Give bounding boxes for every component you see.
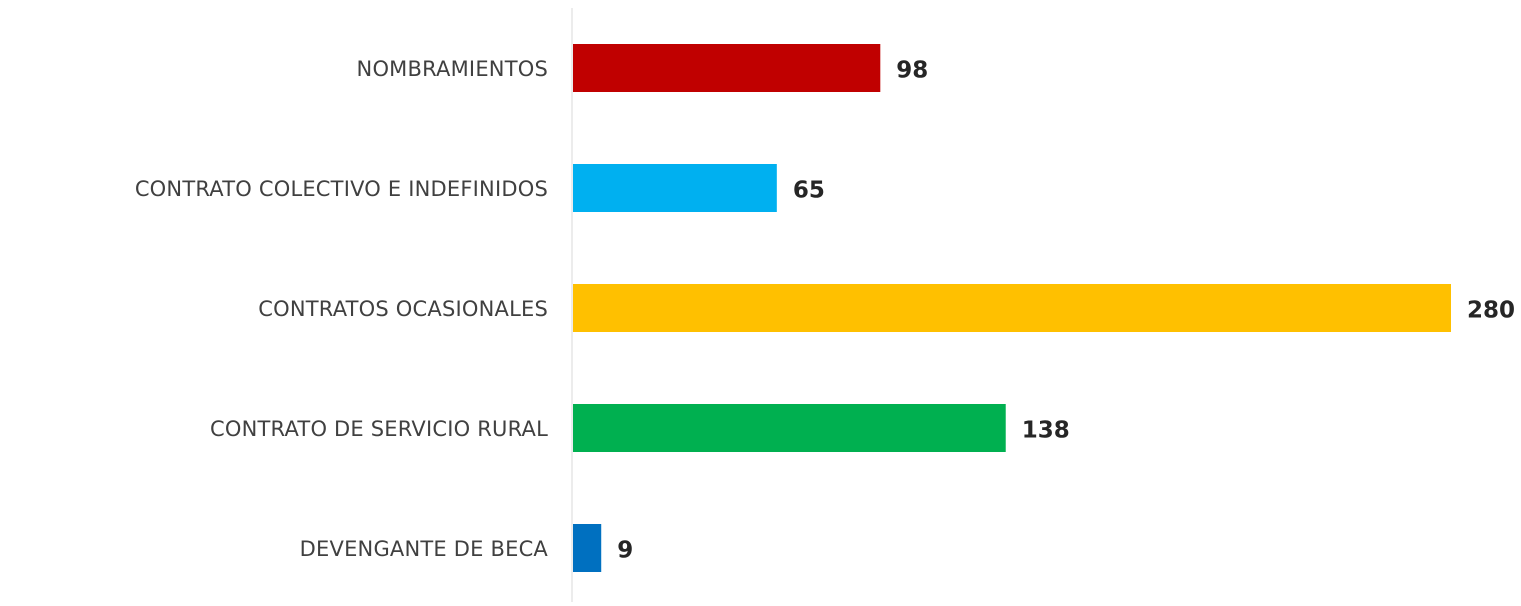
bar: [573, 284, 1451, 332]
category-label: CONTRATO COLECTIVO E INDEFINIDOS: [135, 177, 548, 201]
value-label: 98: [896, 58, 928, 84]
category-label: DEVENGANTE DE BECA: [300, 537, 549, 561]
value-label: 65: [793, 178, 825, 204]
value-label: 138: [1022, 418, 1070, 444]
bar: [573, 524, 601, 572]
chart: NOMBRAMIENTOS 98 CONTRATO COLECTIVO E INDE…: [0, 0, 1521, 602]
bar: [573, 44, 880, 92]
value-label: 9: [617, 538, 633, 564]
bar: [573, 404, 1006, 452]
value-label: 280: [1467, 298, 1515, 324]
category-label: CONTRATO DE SERVICIO RURAL: [210, 417, 548, 441]
bar: [573, 164, 777, 212]
category-label: NOMBRAMIENTOS: [357, 57, 548, 81]
category-label: CONTRATOS OCASIONALES: [258, 297, 548, 321]
